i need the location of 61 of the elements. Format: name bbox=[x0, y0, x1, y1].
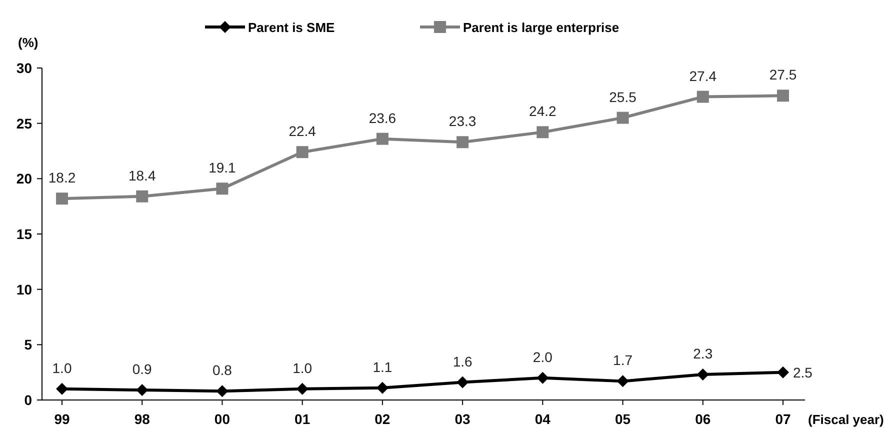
data-label: 2.0 bbox=[532, 348, 553, 365]
point bbox=[216, 385, 228, 398]
x-tick-label: 03 bbox=[454, 411, 471, 427]
data-label: 2.3 bbox=[693, 346, 713, 362]
data-label: 24.2 bbox=[529, 103, 557, 120]
point bbox=[296, 382, 308, 395]
data-label: 23.6 bbox=[368, 110, 396, 126]
data-label: 19.1 bbox=[208, 160, 236, 176]
point bbox=[696, 90, 709, 103]
point bbox=[777, 366, 789, 378]
x-tick-label: 02 bbox=[374, 411, 390, 427]
y-tick-label: 20 bbox=[16, 170, 32, 187]
data-label: 18.2 bbox=[48, 170, 76, 186]
data-label: 1.0 bbox=[52, 360, 72, 376]
x-tick-label: 04 bbox=[534, 411, 551, 427]
legend-label: Parent is SME bbox=[248, 20, 336, 35]
data-label: 18.4 bbox=[128, 167, 156, 184]
point bbox=[536, 126, 549, 138]
y-tick-label: 15 bbox=[16, 226, 32, 242]
data-label: 27.5 bbox=[769, 66, 797, 83]
y-tick-label: 30 bbox=[16, 60, 32, 76]
point bbox=[136, 384, 148, 396]
point bbox=[296, 146, 308, 158]
x-tick-label: 07 bbox=[775, 411, 791, 427]
data-label: 25.5 bbox=[609, 88, 637, 105]
x-tick-label: 00 bbox=[214, 411, 230, 427]
point bbox=[696, 368, 709, 381]
data-label: 27.4 bbox=[689, 68, 717, 84]
data-label: 0.8 bbox=[212, 362, 232, 378]
point bbox=[216, 182, 228, 195]
data-label: 1.0 bbox=[292, 360, 312, 376]
legend-label: Parent is large enterprise bbox=[463, 20, 620, 35]
x-tick-label: 06 bbox=[695, 411, 711, 427]
x-tick-label: 05 bbox=[614, 411, 631, 427]
point bbox=[136, 190, 148, 202]
point bbox=[56, 382, 68, 395]
point bbox=[456, 136, 469, 148]
x-tick-label: 99 bbox=[54, 411, 70, 427]
data-label: 1.6 bbox=[452, 353, 472, 370]
point bbox=[616, 375, 629, 388]
x-axis-title: (Fiscal year) bbox=[808, 412, 884, 427]
point bbox=[536, 372, 549, 384]
point bbox=[456, 376, 469, 388]
x-tick-label: 01 bbox=[294, 411, 310, 427]
data-label: 2.5 bbox=[793, 364, 813, 380]
point bbox=[616, 112, 629, 124]
y-axis-title: (%) bbox=[18, 35, 38, 50]
point bbox=[376, 132, 388, 145]
data-label: 0.9 bbox=[132, 361, 152, 378]
data-label: 23.3 bbox=[448, 113, 476, 130]
y-tick-label: 5 bbox=[24, 336, 32, 353]
data-label: 1.1 bbox=[372, 358, 392, 375]
x-tick-label: 98 bbox=[134, 411, 150, 427]
y-tick-label: 0 bbox=[24, 392, 32, 408]
point bbox=[376, 382, 388, 394]
y-tick-label: 25 bbox=[16, 115, 32, 132]
point bbox=[56, 192, 68, 205]
y-tick-label: 10 bbox=[16, 281, 32, 298]
point bbox=[777, 90, 789, 102]
data-label: 22.4 bbox=[288, 123, 316, 140]
data-label: 1.7 bbox=[613, 352, 633, 368]
